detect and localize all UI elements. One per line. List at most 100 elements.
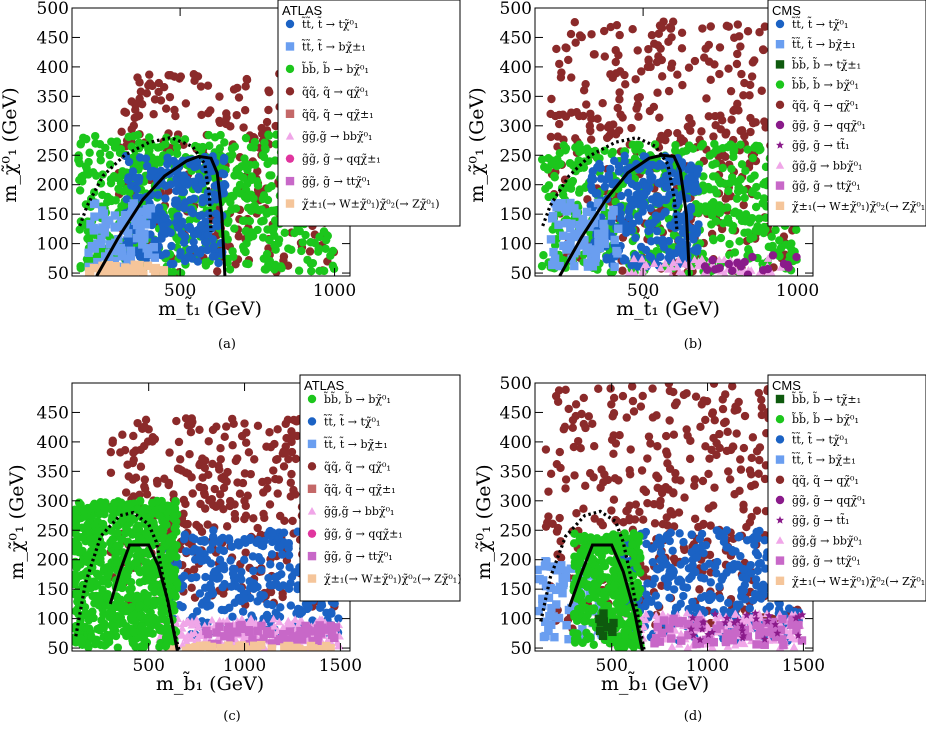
data-point bbox=[708, 172, 718, 181]
data-point bbox=[576, 226, 585, 236]
data-point bbox=[710, 483, 719, 492]
data-point bbox=[141, 415, 151, 425]
data-point bbox=[607, 150, 616, 159]
data-point bbox=[718, 204, 727, 213]
data-point bbox=[657, 72, 667, 81]
data-point bbox=[153, 190, 163, 200]
data-point bbox=[701, 442, 710, 451]
data-point bbox=[741, 166, 750, 175]
data-point bbox=[680, 493, 689, 502]
data-point bbox=[230, 224, 239, 233]
data-point bbox=[165, 537, 174, 546]
data-point bbox=[120, 211, 130, 220]
data-point bbox=[208, 589, 218, 598]
data-point bbox=[245, 627, 254, 637]
legend-entry: t̃t̃, t̃ → bχ̃±₁ bbox=[323, 437, 387, 451]
data-point bbox=[196, 536, 205, 546]
data-point bbox=[249, 566, 258, 576]
data-point bbox=[238, 216, 248, 225]
data-point bbox=[305, 247, 315, 256]
data-point bbox=[737, 160, 747, 169]
data-point bbox=[275, 561, 285, 571]
data-point bbox=[84, 267, 94, 276]
data-point bbox=[628, 25, 637, 34]
data-point bbox=[165, 502, 175, 511]
data-point bbox=[85, 148, 94, 157]
data-point bbox=[547, 94, 556, 104]
data-point bbox=[634, 112, 643, 121]
data-point bbox=[132, 184, 142, 194]
data-point bbox=[157, 234, 166, 243]
data-point bbox=[326, 644, 335, 651]
data-point bbox=[129, 121, 139, 130]
data-point bbox=[647, 237, 656, 246]
data-point bbox=[202, 595, 211, 605]
data-point bbox=[128, 458, 138, 468]
data-point bbox=[285, 627, 295, 636]
data-point bbox=[127, 612, 137, 621]
data-point bbox=[273, 425, 282, 434]
data-point bbox=[732, 429, 741, 438]
data-point bbox=[136, 87, 146, 96]
data-point bbox=[276, 262, 286, 271]
data-point bbox=[221, 644, 231, 651]
data-point bbox=[591, 253, 601, 262]
data-point bbox=[206, 545, 215, 554]
data-point bbox=[664, 37, 673, 46]
data-point bbox=[269, 614, 278, 623]
data-point bbox=[709, 433, 718, 443]
data-point bbox=[669, 258, 678, 266]
y-tick-label: 350 bbox=[37, 462, 69, 482]
data-point bbox=[245, 216, 255, 226]
data-point bbox=[131, 173, 140, 183]
legend-marker bbox=[285, 87, 295, 96]
data-point bbox=[239, 245, 249, 255]
data-point bbox=[186, 634, 196, 642]
data-point bbox=[647, 195, 657, 204]
data-point bbox=[138, 240, 147, 249]
data-point bbox=[159, 226, 168, 235]
data-point bbox=[96, 239, 106, 249]
data-point bbox=[257, 621, 266, 631]
caption: (c) bbox=[223, 709, 240, 724]
data-point bbox=[729, 152, 738, 162]
data-point bbox=[279, 629, 288, 639]
y-tick-label: 300 bbox=[37, 492, 69, 512]
data-point bbox=[555, 59, 564, 69]
data-point bbox=[197, 556, 206, 566]
data-point bbox=[691, 182, 700, 191]
data-point bbox=[280, 228, 289, 238]
data-point bbox=[286, 601, 296, 610]
data-point bbox=[302, 629, 311, 638]
data-point bbox=[717, 116, 727, 125]
data-point bbox=[555, 447, 565, 457]
data-point bbox=[141, 564, 151, 573]
data-point bbox=[750, 480, 760, 489]
data-point bbox=[129, 492, 138, 501]
data-point bbox=[719, 418, 729, 428]
data-point bbox=[554, 119, 564, 129]
data-point bbox=[179, 535, 189, 544]
data-point bbox=[631, 75, 640, 84]
data-point bbox=[208, 532, 218, 541]
data-point bbox=[743, 27, 753, 36]
data-point bbox=[677, 158, 687, 167]
data-point bbox=[216, 130, 225, 140]
data-point bbox=[671, 475, 680, 484]
data-point bbox=[755, 271, 761, 276]
data-point bbox=[781, 240, 791, 249]
data-point bbox=[117, 127, 126, 136]
data-point bbox=[269, 580, 278, 590]
data-point bbox=[241, 133, 251, 143]
data-point bbox=[86, 583, 96, 593]
data-point bbox=[183, 519, 192, 529]
data-point bbox=[627, 383, 637, 391]
data-point bbox=[135, 229, 144, 238]
data-point bbox=[210, 484, 220, 494]
data-point bbox=[259, 591, 269, 600]
data-point bbox=[144, 628, 154, 637]
data-point bbox=[657, 581, 666, 591]
data-point bbox=[241, 511, 251, 520]
data-point bbox=[724, 186, 733, 196]
